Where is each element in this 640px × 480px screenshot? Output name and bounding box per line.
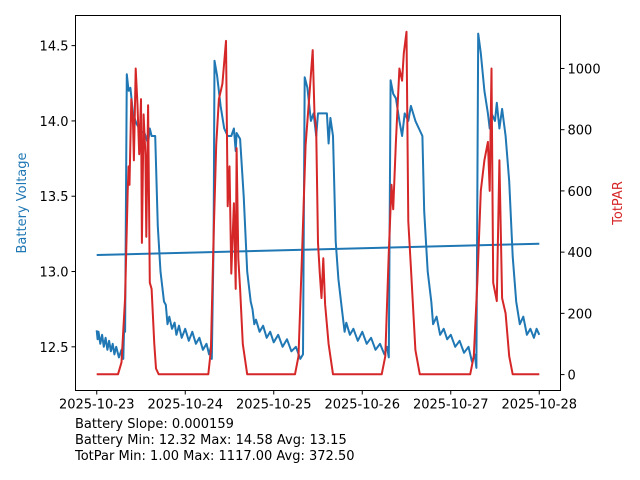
left-y-tick-label: 13.0 <box>40 266 69 281</box>
x-tick-label: 2025-10-24 <box>147 398 223 413</box>
totpar-stats-text: TotPar Min: 1.00 Max: 1117.00 Avg: 372.5… <box>75 449 355 464</box>
totpar-line <box>96 30 540 376</box>
x-tick-label: 2025-10-26 <box>324 398 400 413</box>
right-y-tick-label: 1000 <box>568 62 601 77</box>
left-axis-label: Battery Voltage <box>15 152 30 253</box>
right-axis-label: TotPAR <box>611 181 626 226</box>
x-tick-label: 2025-10-23 <box>59 398 135 413</box>
right-y-tick-label: 0 <box>568 369 576 384</box>
left-y-tick-label: 14.5 <box>40 40 69 55</box>
plot-lines <box>95 30 541 376</box>
x-tick-label: 2025-10-28 <box>501 398 577 413</box>
axis-ticks: 2025-10-23 2025-10-24 2025-10-25 2025-10-26… <box>40 40 601 413</box>
battery-slope-text: Battery Slope: 0.000159 <box>75 417 234 432</box>
battery-stats-text: Battery Min: 12.32 Max: 14.58 Avg: 13.15 <box>75 433 347 448</box>
x-tick-label: 2025-10-25 <box>236 398 312 413</box>
left-y-tick-label: 13.5 <box>40 190 69 205</box>
left-y-tick-label: 14.0 <box>40 115 69 130</box>
right-y-tick-label: 600 <box>568 185 593 200</box>
right-y-tick-label: 400 <box>568 246 593 261</box>
x-tick-label: 2025-10-27 <box>413 398 489 413</box>
right-y-tick-label: 200 <box>568 307 593 322</box>
left-y-tick-label: 12.5 <box>40 341 69 356</box>
plot-frame <box>75 15 561 391</box>
right-y-tick-label: 800 <box>568 124 593 139</box>
